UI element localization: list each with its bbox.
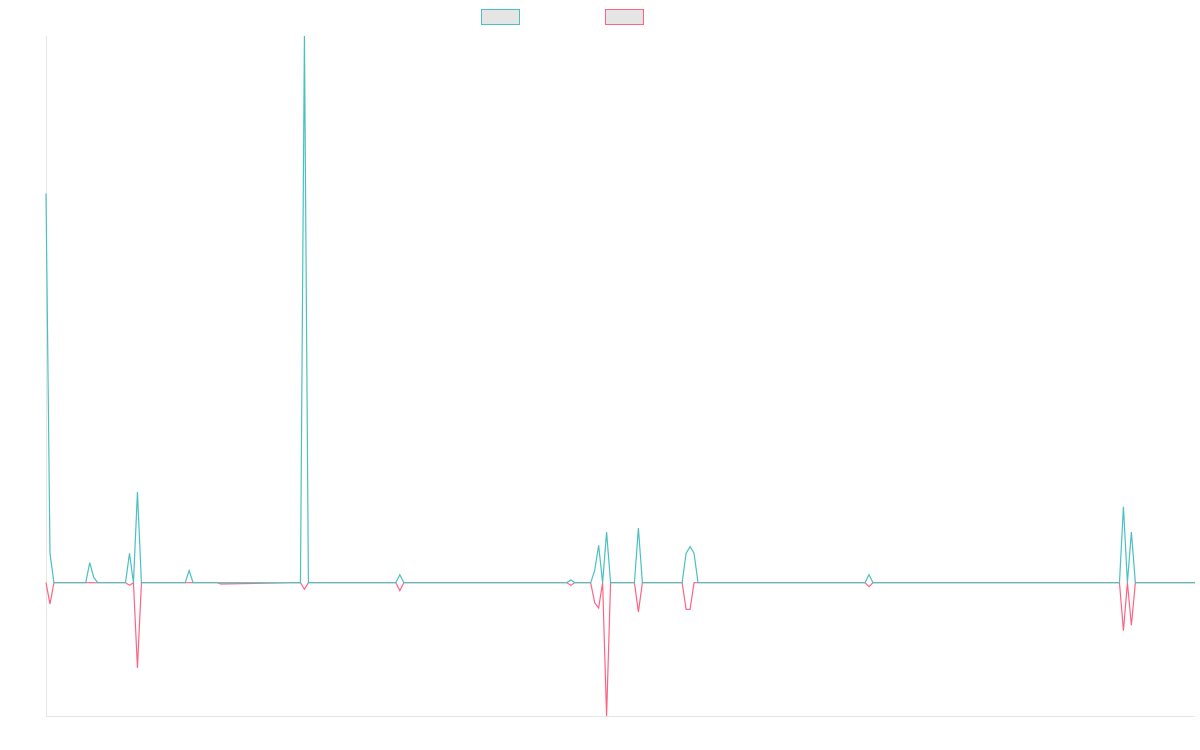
- legend-swatch-series-1[interactable]: [481, 9, 520, 25]
- series-line-2[interactable]: [45, 581, 1195, 717]
- series-layer: [45, 35, 1195, 717]
- chart-legend: [0, 9, 1200, 27]
- legend-swatch-series-2[interactable]: [605, 9, 644, 25]
- series-line-1[interactable]: [45, 35, 1195, 584]
